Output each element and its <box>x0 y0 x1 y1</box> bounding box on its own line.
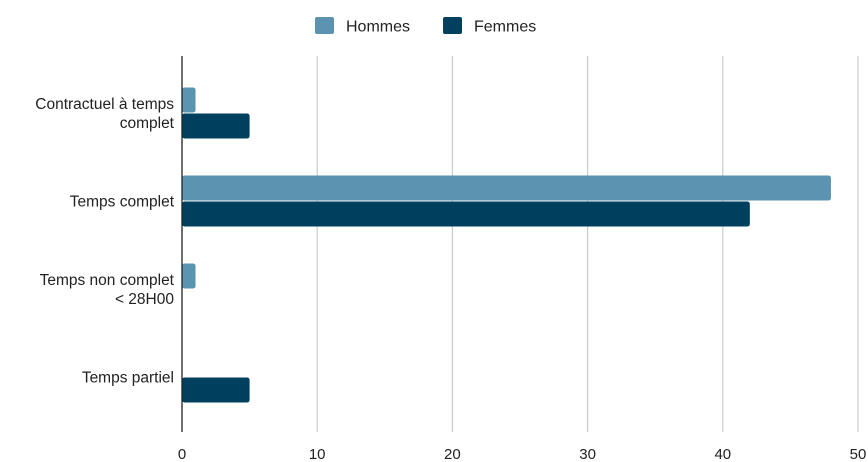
bars <box>182 87 831 403</box>
x-tick-label: 30 <box>579 446 596 462</box>
category-label-line: complet <box>120 115 175 132</box>
bar-femmes-0 <box>182 113 250 139</box>
axes: 0 10 20 30 40 50 Contractuel à temps complet Tem… <box>35 56 866 462</box>
x-tick-label: 10 <box>309 446 326 462</box>
grid-lines <box>316 56 859 432</box>
legend-item-hommes: Hommes <box>315 17 410 36</box>
category-label-line: Temps complet <box>70 194 175 211</box>
category-label-line: Temps partiel <box>82 370 174 387</box>
legend: Hommes Femmes <box>315 17 536 36</box>
category-label: Temps non complet < 28H00 <box>40 272 175 308</box>
bar-hommes-2 <box>182 263 196 289</box>
category-label: Temps partiel <box>82 370 174 387</box>
legend-swatch <box>315 17 334 34</box>
legend-label: Hommes <box>346 19 410 36</box>
category-label-line: Temps non complet <box>40 272 175 289</box>
legend-label: Femmes <box>474 19 536 36</box>
category-label: Contractuel à temps complet <box>35 96 174 132</box>
bar-hommes-1 <box>182 175 831 201</box>
legend-item-femmes: Femmes <box>443 17 536 36</box>
x-tick-label: 0 <box>178 446 186 462</box>
bar-femmes-3 <box>182 377 250 403</box>
x-tick-label: 40 <box>714 446 731 462</box>
x-tick-label: 50 <box>850 446 867 462</box>
bar-hommes-0 <box>182 87 196 113</box>
category-label-line: Contractuel à temps <box>35 96 174 113</box>
bar-femmes-1 <box>182 201 750 227</box>
legend-swatch <box>443 17 462 34</box>
category-label: Temps complet <box>70 194 175 211</box>
category-label-line: < 28H00 <box>115 291 174 308</box>
x-tick-label: 20 <box>444 446 461 462</box>
